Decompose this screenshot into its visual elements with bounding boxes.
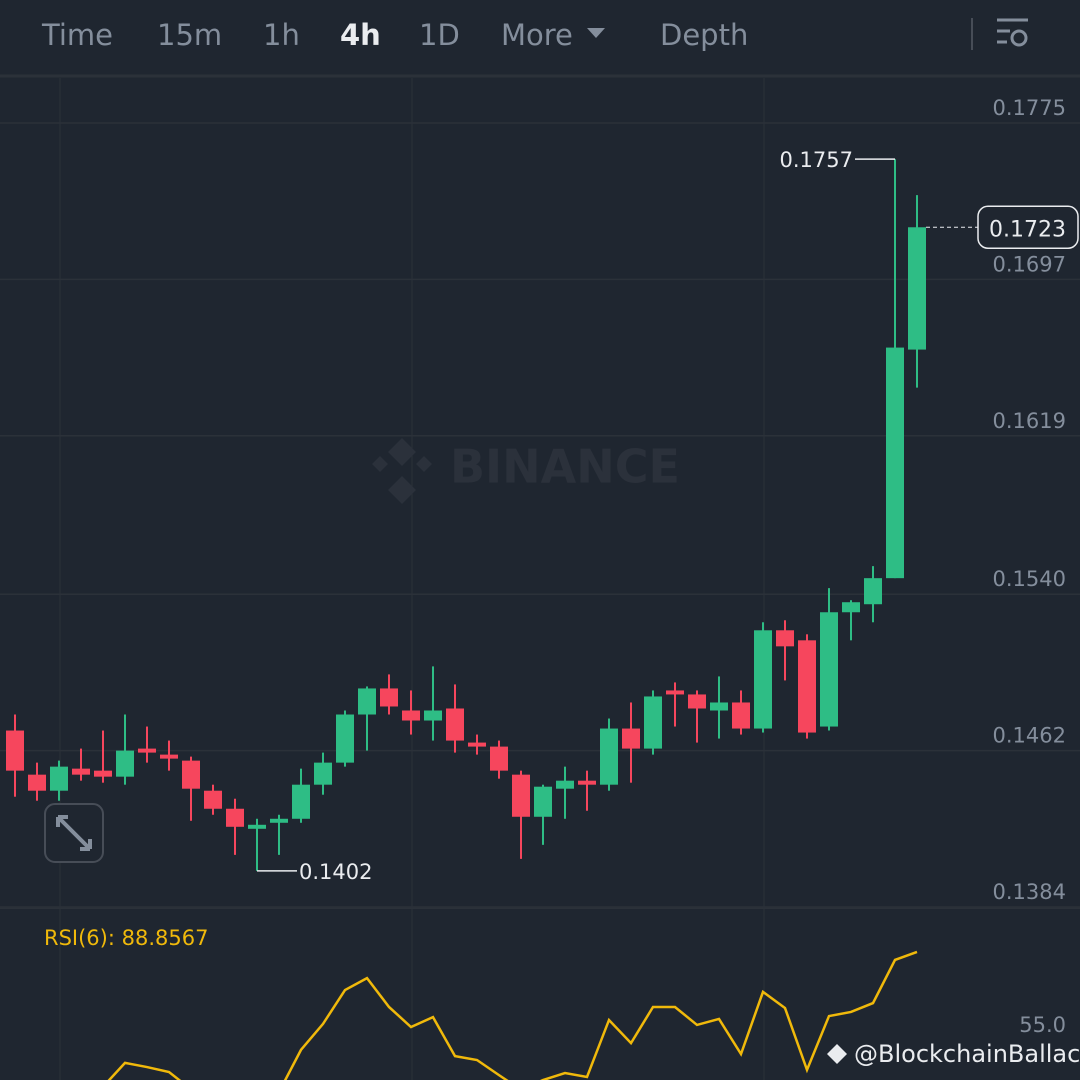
settings-icon[interactable] bbox=[997, 18, 1028, 47]
tab[interactable]: 15m bbox=[157, 18, 222, 52]
candle-body bbox=[490, 746, 508, 771]
candle-body bbox=[204, 790, 222, 809]
candle-body bbox=[710, 702, 728, 711]
candle-body bbox=[644, 696, 662, 749]
candle-body bbox=[116, 750, 134, 777]
y-tick-label: 0.1775 bbox=[993, 96, 1066, 120]
candle-body bbox=[534, 786, 552, 817]
y-tick-label: 0.1540 bbox=[993, 567, 1066, 591]
candle-body bbox=[468, 742, 486, 747]
credit: @BlockchainBallac bbox=[854, 1040, 1080, 1068]
tab[interactable]: Time bbox=[41, 18, 113, 52]
candle-body bbox=[864, 578, 882, 605]
candle-body bbox=[798, 640, 816, 733]
candle-body bbox=[94, 770, 112, 777]
y-tick-label: 0.1619 bbox=[993, 409, 1066, 433]
candle-body bbox=[72, 768, 90, 775]
candle-body bbox=[600, 728, 618, 785]
low-label: 0.1402 bbox=[299, 860, 372, 884]
candle-body bbox=[622, 728, 640, 749]
candle-body bbox=[424, 710, 442, 721]
candle-body bbox=[842, 602, 860, 613]
candle-body bbox=[28, 774, 46, 791]
candle-body bbox=[270, 818, 288, 823]
candle-body bbox=[776, 630, 794, 647]
candle-body bbox=[314, 762, 332, 785]
candle-body bbox=[182, 760, 200, 789]
tab[interactable]: More bbox=[501, 18, 573, 52]
tab[interactable]: 4h bbox=[340, 18, 381, 52]
y-tick-label: 0.1462 bbox=[993, 724, 1066, 748]
candle-body bbox=[160, 754, 178, 759]
y-tick-label: 55.0 bbox=[1019, 1013, 1066, 1037]
candle-body bbox=[138, 748, 156, 753]
candle-body bbox=[248, 824, 266, 829]
y-tick-label: 0.1697 bbox=[993, 252, 1066, 276]
candle-body bbox=[556, 780, 574, 789]
candle-body bbox=[446, 708, 464, 741]
candle-body bbox=[226, 808, 244, 827]
last-price-box bbox=[977, 205, 1079, 250]
candle-body bbox=[732, 702, 750, 729]
candle-body bbox=[336, 714, 354, 763]
rsi-line bbox=[107, 950, 918, 1080]
candle-body bbox=[512, 774, 530, 817]
tab[interactable]: Depth bbox=[660, 18, 748, 52]
tab[interactable]: 1D bbox=[419, 18, 460, 52]
candle-body bbox=[754, 630, 772, 729]
candle-body bbox=[358, 688, 376, 715]
candle-body bbox=[666, 690, 684, 695]
tab[interactable]: 1h bbox=[263, 18, 300, 52]
candle-body bbox=[380, 688, 398, 707]
dropdown-arrow bbox=[587, 28, 605, 38]
watermark: BINANCE bbox=[450, 440, 680, 494]
candle-body bbox=[6, 730, 24, 771]
credit-logo bbox=[827, 1044, 847, 1064]
rsi-title: RSI(6): 88.8567 bbox=[44, 926, 208, 950]
candle-body bbox=[50, 766, 68, 791]
candle-body bbox=[908, 227, 926, 350]
candle-body bbox=[292, 784, 310, 819]
candle-body bbox=[820, 612, 838, 727]
y-tick-label: 0.1384 bbox=[993, 880, 1066, 904]
last-price-label: 0.1723 bbox=[989, 217, 1066, 242]
candle-body bbox=[402, 710, 420, 721]
candle-body bbox=[578, 780, 596, 785]
expand-button[interactable] bbox=[44, 803, 104, 863]
candle-body bbox=[688, 694, 706, 709]
watermark-logo bbox=[372, 438, 432, 504]
high-label: 0.1757 bbox=[780, 148, 853, 172]
candle-body bbox=[886, 347, 904, 579]
